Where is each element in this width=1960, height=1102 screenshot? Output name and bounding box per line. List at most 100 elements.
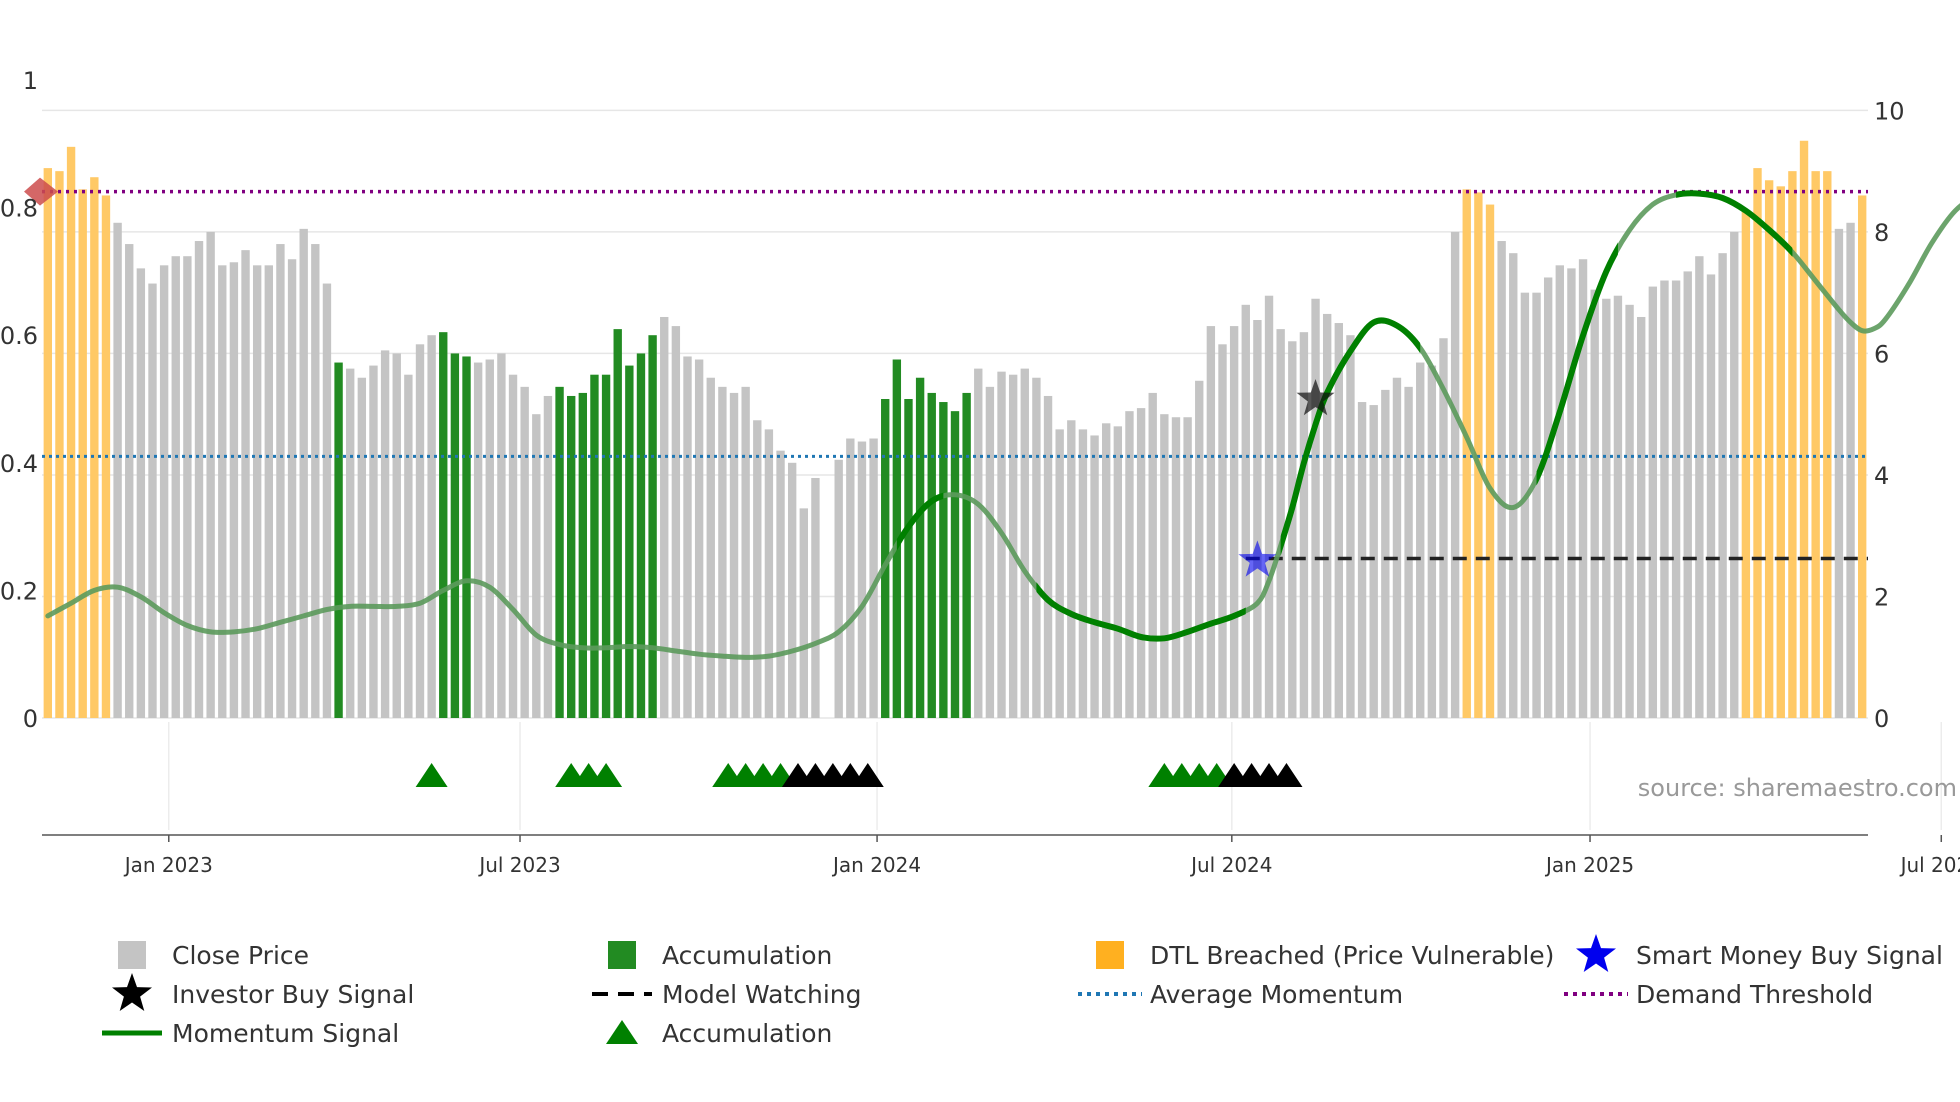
close-price-bar xyxy=(1055,429,1064,718)
accumulation-bar xyxy=(962,392,971,718)
close-price-bar xyxy=(1102,423,1111,718)
legend-label: Accumulation xyxy=(662,1019,832,1048)
accumulation-marker xyxy=(851,763,884,787)
close-price-bar xyxy=(229,262,239,718)
close-price-bar xyxy=(846,438,855,718)
close-price-bar xyxy=(380,350,390,718)
accumulation-bar xyxy=(636,353,646,718)
accumulation-bar xyxy=(904,399,913,718)
close-price-bar xyxy=(1171,417,1181,718)
legend-swatch-smart-money xyxy=(1576,934,1616,972)
close-price-bar xyxy=(1160,414,1169,718)
close-price-bar xyxy=(311,244,320,719)
close-price-bar xyxy=(985,386,995,718)
legend-label: Smart Money Buy Signal xyxy=(1636,941,1943,970)
close-price-bar xyxy=(706,377,715,718)
dtl-bar xyxy=(1485,204,1495,719)
close-price-bar xyxy=(1578,259,1588,718)
close-price-bar xyxy=(1613,295,1623,718)
close-price-bar xyxy=(834,459,843,718)
accumulation-bar xyxy=(648,335,657,718)
close-price-bar xyxy=(357,377,367,718)
legend-item-momentum: Momentum Signal xyxy=(102,1019,399,1048)
legend-label: Model Watching xyxy=(662,980,862,1009)
close-price-bar xyxy=(1590,289,1599,718)
close-price-bar xyxy=(497,353,506,718)
close-price-bar xyxy=(857,441,867,718)
close-price-bar xyxy=(276,244,285,719)
reference-lines xyxy=(24,177,1868,561)
left-axis-tick: 0.2 xyxy=(0,577,38,605)
close-price-bar xyxy=(218,265,227,718)
buy-signals xyxy=(1238,379,1335,577)
close-price-bar xyxy=(369,365,378,718)
smart-money-buy-signal xyxy=(1238,540,1277,577)
close-price-bar xyxy=(1346,335,1355,718)
close-price-bar xyxy=(1369,405,1378,718)
close-price-bar xyxy=(1695,256,1704,718)
close-price-bar xyxy=(683,356,692,718)
close-price-bar xyxy=(671,326,681,718)
close-price-bar xyxy=(1043,395,1053,718)
dtl-bar xyxy=(1799,140,1809,718)
close-price-bar xyxy=(1416,362,1425,718)
accumulation-bar xyxy=(450,353,460,718)
right-axis-tick: 6 xyxy=(1874,340,1889,368)
close-price-bar xyxy=(1520,292,1530,718)
legend-swatch-investor xyxy=(112,973,152,1011)
accumulation-bar xyxy=(578,392,588,718)
close-price-bar xyxy=(1706,274,1716,718)
accumulation-bar xyxy=(462,356,471,718)
close-price-bar xyxy=(125,244,134,719)
close-price-bar xyxy=(718,386,727,718)
legend-label: DTL Breached (Price Vulnerable) xyxy=(1150,941,1554,970)
close-price-bar xyxy=(1276,329,1285,718)
left-axis-tick: 0.8 xyxy=(0,195,38,223)
close-price-bar xyxy=(1311,298,1320,718)
close-price-bar xyxy=(1020,368,1029,718)
accumulation-bar xyxy=(601,374,611,718)
close-price-bar xyxy=(741,386,750,718)
legend-item-dtl: DTL Breached (Price Vulnerable) xyxy=(1096,941,1554,970)
x-axis-tick-label: Jan 2024 xyxy=(831,853,921,877)
x-axis-tick-label: Jan 2025 xyxy=(1544,853,1634,877)
close-price-bar xyxy=(1555,265,1564,718)
dtl-bar xyxy=(1753,168,1762,719)
accumulation-marker xyxy=(1270,763,1303,787)
close-price-bar xyxy=(322,283,332,718)
dtl-bar xyxy=(1462,189,1471,718)
legend-item-close: Close Price xyxy=(118,941,309,970)
close-price-bar xyxy=(1148,392,1157,718)
close-price-bar xyxy=(287,259,297,718)
accumulation-bar xyxy=(439,332,448,718)
left-axis-tick: 0.4 xyxy=(0,450,38,478)
close-price-bar xyxy=(171,256,180,718)
close-price-bar xyxy=(1392,377,1402,718)
left-axis-tick: 0.6 xyxy=(0,322,38,350)
close-price-bar xyxy=(1032,377,1041,718)
close-price-bar xyxy=(415,344,425,718)
close-price-bar xyxy=(1509,253,1518,718)
legend-label: Momentum Signal xyxy=(172,1019,399,1048)
dtl-bar xyxy=(66,146,76,719)
close-price-bar xyxy=(427,335,436,718)
legend-label: Demand Threshold xyxy=(1636,980,1873,1009)
legend-swatch-dtl xyxy=(1096,941,1124,969)
close-price-bar xyxy=(1183,417,1192,718)
close-price-bar xyxy=(113,222,122,719)
close-price-bar xyxy=(1834,228,1844,718)
close-price-bar xyxy=(1253,320,1262,718)
close-price-bar xyxy=(1218,344,1227,718)
close-price-bar xyxy=(473,362,483,718)
legend-label: Close Price xyxy=(172,941,309,970)
right-axis-tick: 8 xyxy=(1874,219,1889,247)
close-price-bar xyxy=(787,462,797,718)
close-price-bar xyxy=(1288,341,1297,718)
legend: Close Price Accumulation DTL Breached (Pri… xyxy=(102,934,1943,1048)
accumulation-bar xyxy=(334,362,343,718)
close-price-bar xyxy=(194,241,204,718)
close-price-bar xyxy=(1264,295,1274,718)
close-price-bar xyxy=(1637,316,1646,718)
close-price-bar xyxy=(1090,435,1099,718)
